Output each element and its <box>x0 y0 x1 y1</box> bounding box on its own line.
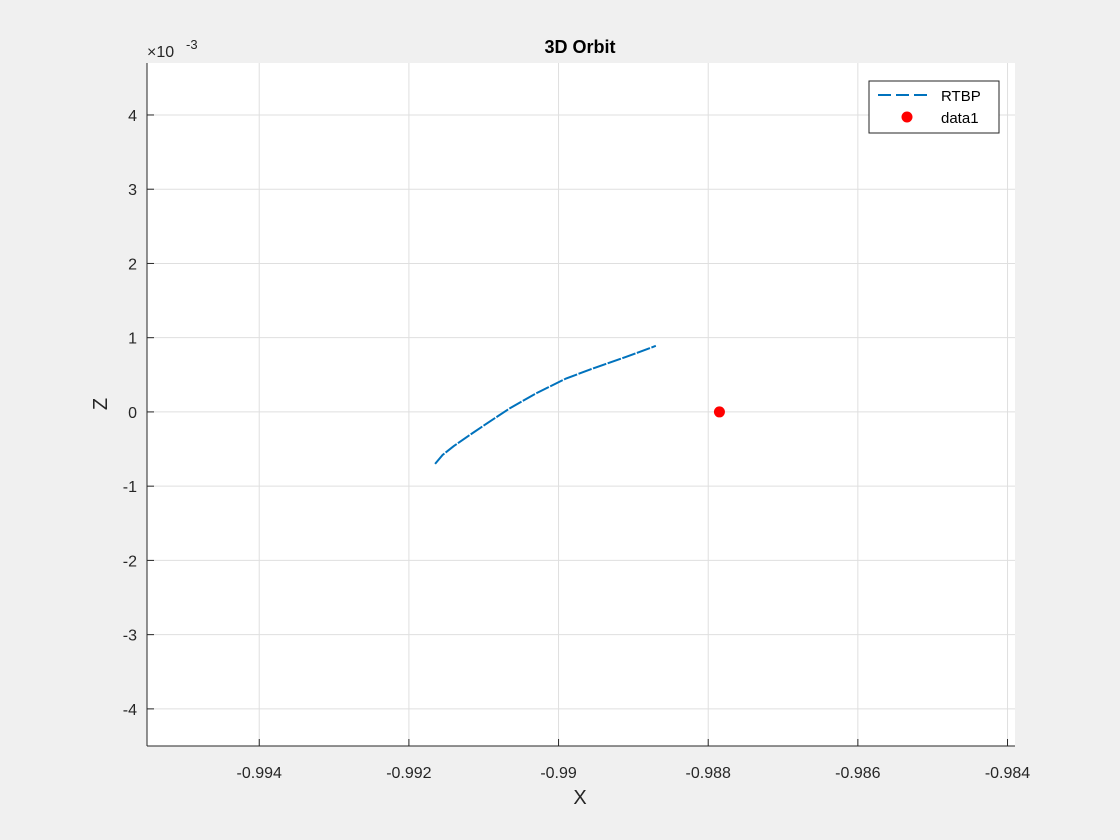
legend-entry-data1: data1 <box>901 110 979 127</box>
series-layer <box>434 344 725 465</box>
y-tick-label: 3 <box>128 182 137 199</box>
y-exponent-base: ×10 <box>147 44 174 61</box>
legend-box <box>868 80 1000 134</box>
legend-label-data1: data1 <box>941 110 979 127</box>
y-tick-label: -4 <box>123 702 137 719</box>
y-tick-label: -3 <box>123 628 137 645</box>
y-tick-label: -1 <box>123 479 137 496</box>
series-point-data1 <box>713 406 725 418</box>
y-axis-label: Z <box>90 398 112 410</box>
series-line-rtbp <box>434 344 657 465</box>
legend: RTBP data1 <box>868 80 1000 134</box>
grid <box>147 63 1015 746</box>
x-tick-label: -0.994 <box>237 765 282 782</box>
legend-label-rtbp: RTBP <box>941 88 981 105</box>
x-tick-label: -0.984 <box>985 765 1030 782</box>
x-ticks: -0.994 -0.992 -0.99 -0.988 -0.986 -0.984 <box>237 739 1030 782</box>
legend-marker-icon <box>901 111 913 123</box>
y-ticks: -4 -3 -2 -1 0 1 2 3 4 <box>123 108 154 719</box>
chart-title: 3D Orbit <box>544 37 615 57</box>
y-tick-label: 0 <box>128 405 137 422</box>
x-tick-label: -0.992 <box>386 765 431 782</box>
legend-entry-rtbp: RTBP <box>878 88 981 105</box>
y-tick-label: 4 <box>128 108 137 125</box>
y-tick-label: 2 <box>128 256 137 273</box>
plot-area <box>147 63 1015 746</box>
y-tick-label: 1 <box>128 331 137 348</box>
x-tick-label: -0.99 <box>540 765 577 782</box>
y-tick-label: -2 <box>123 553 137 570</box>
y-exponent-power: -3 <box>186 37 198 52</box>
x-tick-label: -0.986 <box>835 765 880 782</box>
y-exponent: ×10 -3 <box>147 37 198 61</box>
x-axis-label: X <box>573 787 586 809</box>
x-tick-label: -0.988 <box>686 765 731 782</box>
